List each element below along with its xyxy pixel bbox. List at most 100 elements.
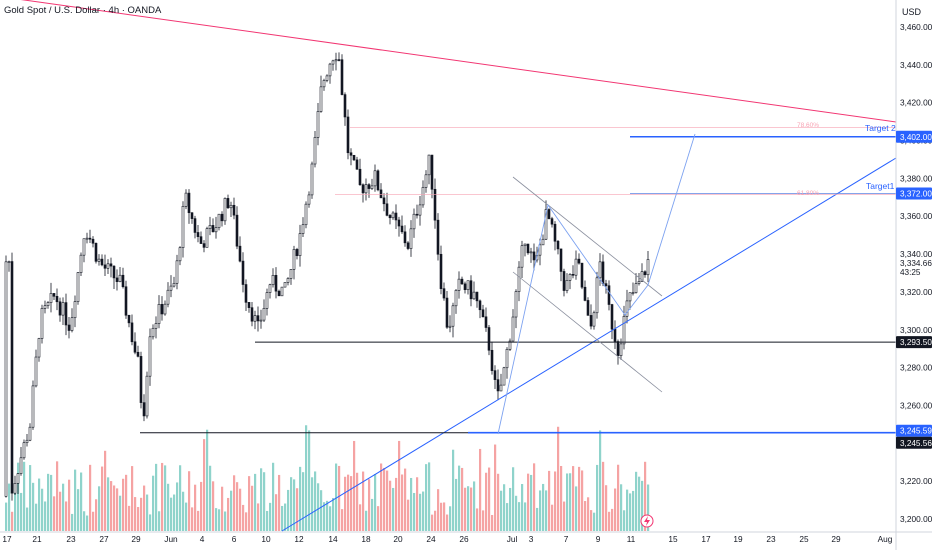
time-tick-label: 25 [799,534,809,544]
volume-bar [332,498,334,531]
volume-bar [518,502,520,531]
volume-bar [233,475,235,531]
candle-body [410,229,412,249]
volume-bar [395,478,397,531]
volume-bar [389,481,391,531]
volume-bar [8,484,10,531]
candle-body [512,317,514,341]
fib-label: 61.80% [797,190,819,197]
volume-bar [170,498,172,531]
volume-bar [635,472,637,531]
candle-body [599,262,601,278]
volume-bar [416,477,418,531]
volume-bar [362,472,364,531]
volume-bar [107,477,109,531]
volume-bar [482,510,484,531]
price-tick-label: 3,260.000 [900,400,932,410]
volume-bar [506,503,508,531]
volume-bar [380,463,382,531]
countdown-label: 43:25 [900,268,921,277]
time-axis[interactable]: 17 21 23 27 29 Jun 4 6 10 12 14 18 20 24 26 Jul 3 7 9 11 15 1… [0,532,932,544]
candle-body [287,278,289,282]
candle-body [521,246,523,267]
volume-bar [464,488,466,531]
candle-body [251,308,253,322]
volume-bar [155,464,157,531]
candle-body [395,213,397,220]
candle-body [32,386,34,427]
volume-bar [95,499,97,531]
volume-bar [266,511,268,531]
candle-body [500,385,502,391]
volume-bar [35,504,37,531]
candle-body [515,292,517,317]
volume-bar [605,485,607,531]
candle-body [326,76,328,81]
volume-bar [503,484,505,531]
volume-bar [494,445,496,531]
volume-bar [530,475,532,531]
volume-bar [68,480,70,531]
candle-body [557,241,559,249]
candle-body [581,263,583,287]
volume-bar [347,475,349,531]
candle-body [209,225,211,228]
candle-body [419,205,421,215]
volume-bar [614,489,616,531]
volume-bar [251,486,253,531]
candle-body [416,214,418,215]
volume-bar [188,471,190,531]
candle-body [26,440,28,442]
price-tick-label: 3,280.000 [900,363,932,373]
candle-body [320,87,322,112]
candle-body [485,317,487,328]
candle-body [497,380,499,391]
candle-body [35,357,37,386]
candle-body [614,329,616,341]
price-tick-label: 3,300.000 [900,325,932,335]
volume-bar [62,484,64,531]
candle-body [371,186,373,189]
candle-body [578,259,580,263]
volume-bar [53,496,55,531]
volume-bar [527,474,529,531]
volume-bar [440,503,442,531]
time-tick-label: 14 [328,534,338,544]
candle-body [194,219,196,233]
volume-bar [437,489,439,531]
candle-body [122,275,124,287]
candle-body [629,293,631,301]
candle-body [377,171,379,190]
candle-body [461,279,463,284]
volume-bar [515,496,517,531]
candle-body [233,205,235,215]
candle-body [47,303,49,306]
candle-body [260,320,262,321]
volume-bar [149,514,151,531]
volume-bar [140,498,142,531]
volume-bar [125,475,127,531]
volume-bar [575,486,577,531]
candle-body [524,244,526,246]
volume-bar [383,468,385,531]
volume-bar [584,501,586,531]
volume-bar [269,503,271,531]
volume-bar [128,506,130,531]
candle-body [86,238,88,239]
candle-body [467,281,469,290]
lightning-icon[interactable] [641,515,653,527]
time-tick-label: 10 [261,534,271,544]
time-tick-label: 18 [361,534,371,544]
price-axis[interactable]: 3,460.0003,440.0003,420.0003,400.0003,38… [896,0,932,550]
volume-bar [47,474,49,531]
candle-body [380,190,382,198]
volume-bar [560,466,562,531]
candle-body [41,308,43,338]
volume-bar [134,497,136,531]
candle-body [554,224,556,241]
low-price-badge: 3,245.596 [900,427,932,436]
volume-bar [452,450,454,531]
candle-body [53,293,55,296]
